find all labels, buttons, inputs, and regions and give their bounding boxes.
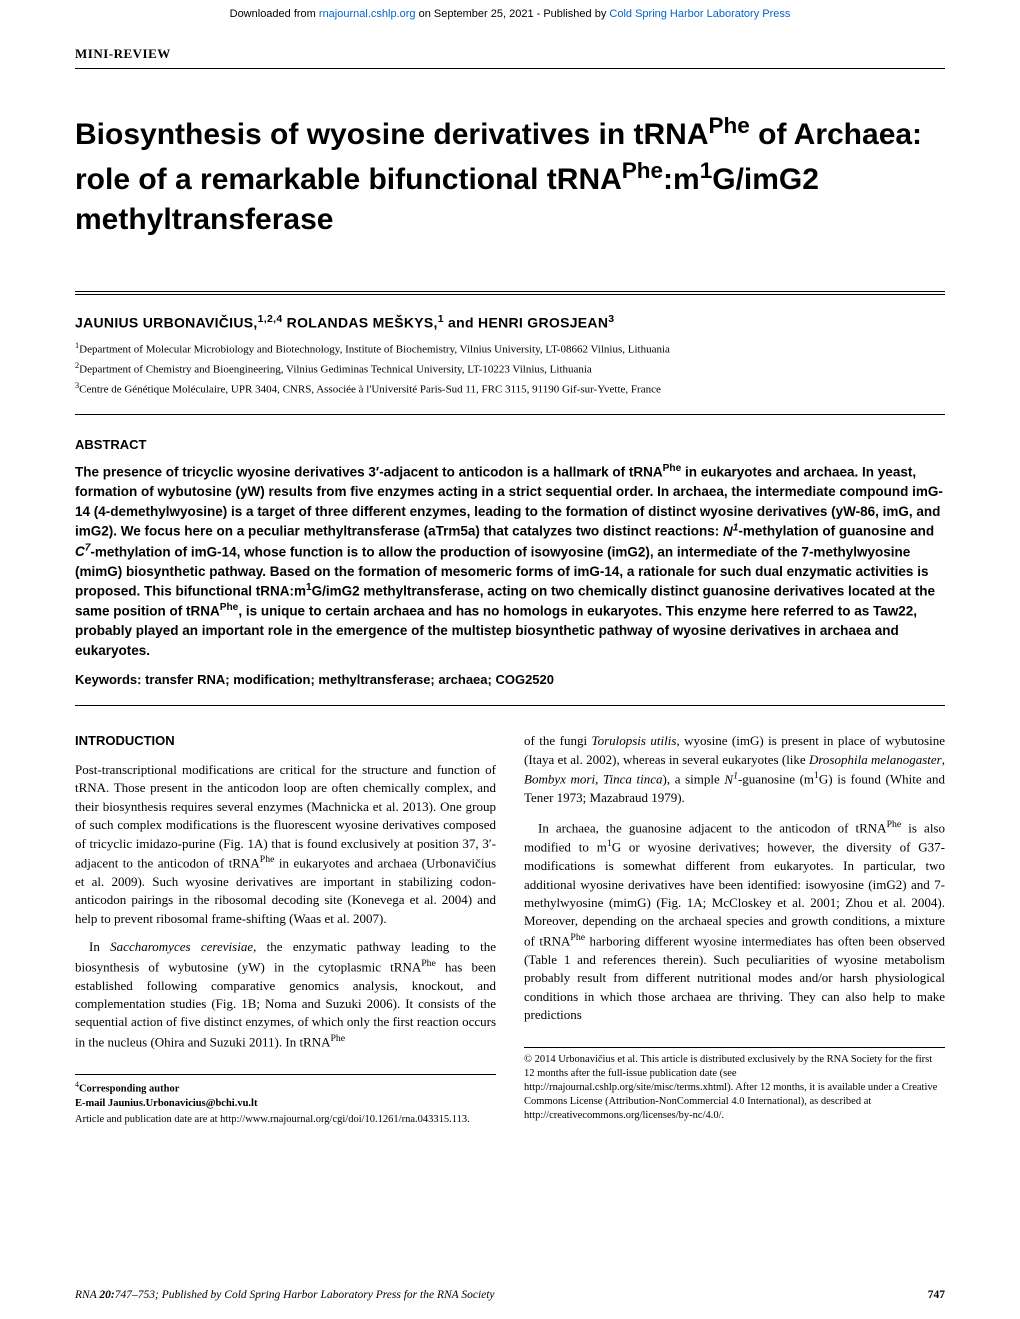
page-content: MINI-REVIEW Biosynthesis of wyosine deri…: [0, 28, 1020, 1128]
article-category: MINI-REVIEW: [75, 28, 945, 69]
footnote-copyright: © 2014 Urbonavičius et al. This article …: [524, 1053, 945, 1124]
keywords: Keywords: transfer RNA; modification; me…: [75, 672, 945, 706]
introduction-heading: INTRODUCTION: [75, 732, 496, 750]
abstract-label: ABSTRACT: [75, 437, 945, 452]
right-column: of the fungi Torulopsis utilis, wyosine …: [524, 732, 945, 1127]
keywords-label: Keywords:: [75, 672, 141, 687]
banner-prefix: Downloaded from: [230, 8, 319, 20]
intro-para-1: Post-transcriptional modifications are c…: [75, 761, 496, 928]
page-number: 747: [928, 1289, 945, 1301]
abstract-text: The presence of tricyclic wyosine deriva…: [75, 462, 945, 660]
footnote-divider-right: [524, 1047, 945, 1048]
footer-citation: RNA 20:747–753; Published by Cold Spring…: [75, 1289, 495, 1301]
right-para-2: In archaea, the guanosine adjacent to th…: [524, 818, 945, 1025]
affiliation-3: 3Centre de Génétique Moléculaire, UPR 34…: [75, 380, 945, 398]
two-column-layout: INTRODUCTION Post-transcriptional modifi…: [75, 732, 945, 1127]
page-footer: RNA 20:747–753; Published by Cold Spring…: [75, 1289, 945, 1301]
right-para-1: of the fungi Torulopsis utilis, wyosine …: [524, 732, 945, 807]
footnote-email: E-mail Jaunius.Urbonavicius@bchi.vu.lt: [75, 1097, 496, 1111]
authors-line: JAUNIUS URBONAVIČIUS,1,2,4 ROLANDAS MEŠK…: [75, 295, 945, 341]
keywords-text: transfer RNA; modification; methyltransf…: [141, 672, 554, 687]
banner-link-publisher[interactable]: Cold Spring Harbor Laboratory Press: [609, 8, 790, 20]
affiliation-2: 2Department of Chemistry and Bioengineer…: [75, 360, 945, 378]
download-banner: Downloaded from rnajournal.cshlp.org on …: [0, 0, 1020, 28]
affiliations: 1Department of Molecular Microbiology an…: [75, 340, 945, 408]
affiliation-1: 1Department of Molecular Microbiology an…: [75, 340, 945, 358]
footnote-article-date: Article and publication date are at http…: [75, 1113, 496, 1127]
footnotes-left: 4Corresponding author E-mail Jaunius.Urb…: [75, 1080, 496, 1127]
intro-para-2: In Saccharomyces cerevisiae, the enzymat…: [75, 938, 496, 1051]
divider-bottom: [75, 414, 945, 415]
footnote-divider-left: [75, 1074, 496, 1075]
article-title: Biosynthesis of wyosine derivatives in t…: [75, 69, 945, 291]
left-column: INTRODUCTION Post-transcriptional modifi…: [75, 732, 496, 1127]
footnotes-right: © 2014 Urbonavičius et al. This article …: [524, 1053, 945, 1124]
footnote-corresponding: 4Corresponding author: [75, 1080, 496, 1097]
banner-middle: on September 25, 2021 - Published by: [416, 8, 610, 20]
banner-link-journal[interactable]: rnajournal.cshlp.org: [319, 8, 416, 20]
